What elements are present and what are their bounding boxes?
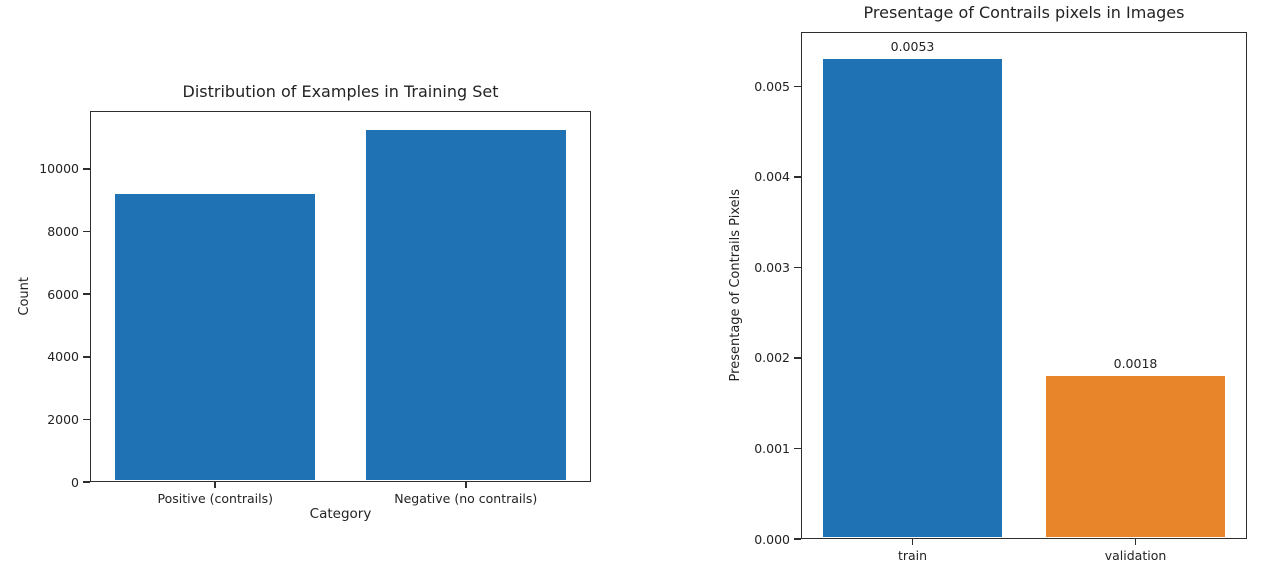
- ytick-label: 0.001: [754, 440, 790, 456]
- ytick-mark: [794, 538, 801, 540]
- bar-train: [823, 59, 1002, 538]
- ytick-label: 8000: [47, 224, 79, 240]
- ytick-mark: [794, 357, 801, 359]
- y-axis-label-box: Presentage of Contrails Pixels: [724, 32, 746, 539]
- ytick-label: 0.005: [754, 78, 790, 94]
- xtick-mark: [1134, 539, 1137, 545]
- bar-negative-no-contrails: [365, 129, 566, 481]
- xtick-mark: [911, 539, 914, 545]
- ytick-label: 2000: [47, 411, 79, 427]
- ytick-mark: [83, 481, 90, 483]
- xtick-label: validation: [1104, 548, 1167, 563]
- ytick-label: 0.000: [754, 531, 790, 547]
- ytick-label: 0.003: [754, 259, 790, 275]
- xtick-label: Negative (no contrails): [394, 491, 538, 506]
- plot-area: [801, 32, 1247, 539]
- xtick-label: Positive (contrails): [157, 491, 273, 506]
- xtick-mark: [214, 482, 217, 488]
- ytick-mark: [794, 266, 801, 269]
- ytick-mark: [83, 355, 90, 358]
- ytick-label: 6000: [47, 286, 79, 302]
- x-axis-label: Category: [309, 506, 372, 522]
- xtick-label: train: [897, 548, 928, 563]
- xtick-mark: [464, 482, 467, 488]
- bar-validation: [1046, 376, 1225, 538]
- ytick-label: 4000: [47, 349, 79, 365]
- ytick-mark: [794, 447, 801, 450]
- chart-title: Presentage of Contrails pixels in Images: [863, 3, 1185, 22]
- ytick-mark: [83, 293, 90, 295]
- ytick-mark: [83, 230, 90, 233]
- ytick-mark: [794, 85, 801, 88]
- ytick-label: 10000: [39, 161, 79, 177]
- bar-value-label: 0.0018: [1113, 356, 1158, 372]
- chart-title: Distribution of Examples in Training Set: [182, 82, 499, 101]
- ytick-mark: [83, 168, 90, 170]
- plot-area: [90, 111, 591, 482]
- bar-value-label: 0.0053: [890, 39, 935, 55]
- bar-positive-contrails: [115, 193, 316, 481]
- ytick-mark: [794, 176, 801, 178]
- ytick-mark: [83, 418, 90, 421]
- ytick-label: 0: [71, 474, 79, 490]
- ytick-label: 0.004: [754, 169, 790, 185]
- ytick-label: 0.002: [754, 350, 790, 366]
